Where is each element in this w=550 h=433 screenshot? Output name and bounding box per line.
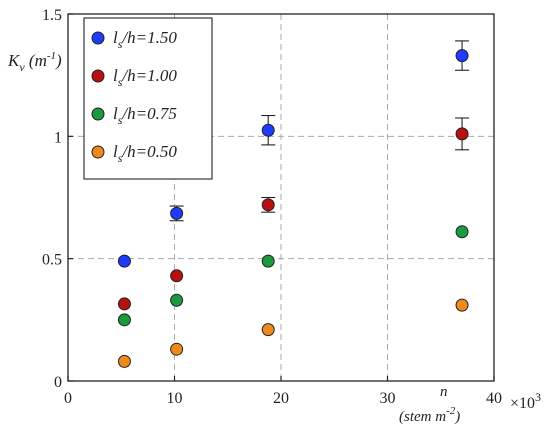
data-point	[170, 293, 184, 307]
legend-marker	[91, 145, 105, 159]
legend-label: ls/h=1.50	[113, 28, 177, 51]
y-axis-label-unit: (m	[25, 51, 47, 70]
x-tick-label: 30	[380, 390, 396, 407]
legend-label: ls/h=1.00	[113, 66, 177, 89]
x-axis-label-line2-open: (stem m	[399, 409, 446, 425]
legend: ls/h=1.50 ls/h=1.00 ls/h=0.75 ls/h=0.50	[83, 17, 213, 180]
x-axis-multiplier: ×103	[510, 390, 541, 412]
data-point	[455, 49, 469, 63]
legend-marker	[91, 107, 105, 121]
legend-label: ls/h=0.50	[113, 142, 177, 165]
x-axis-label-line1: n	[440, 384, 448, 400]
x-tick-label: 20	[273, 390, 289, 407]
legend-label: ls/h=0.75	[113, 104, 177, 127]
x-axis-multiplier-exp: 3	[535, 390, 541, 404]
x-tick-label: 40	[486, 390, 502, 407]
x-axis-label-line2-exp: -2	[446, 405, 456, 417]
data-point	[170, 342, 184, 356]
y-axis-label-main: K	[7, 51, 21, 70]
legend-marker	[91, 31, 105, 45]
x-tick-label: 0	[64, 390, 72, 407]
x-tick-label: 10	[167, 390, 183, 407]
data-point	[117, 313, 131, 327]
data-point	[261, 198, 275, 212]
data-point	[117, 254, 131, 268]
y-axis-label-close: )	[55, 51, 62, 70]
y-tick-label: 0	[54, 374, 62, 391]
y-tick-label: 1.5	[42, 7, 62, 24]
error-bars	[169, 40, 470, 222]
data-point	[261, 323, 275, 337]
y-axis-label-sub: v	[19, 60, 25, 74]
data-point	[170, 206, 184, 220]
x-axis-label-line2-close: )	[454, 409, 460, 425]
y-tick-label: 1	[54, 129, 62, 146]
legend-box	[83, 17, 213, 180]
data-point	[261, 254, 275, 268]
data-point	[117, 297, 131, 311]
data-point	[455, 225, 469, 239]
data-point	[261, 123, 275, 137]
data-point	[455, 298, 469, 312]
x-axis-label-line2: (stem m-2)	[399, 405, 460, 425]
axis-ticks: 0 10 20 30 40 0 0.5 1 1.5	[42, 7, 502, 407]
data-point	[455, 127, 469, 141]
x-axis-multiplier-base: ×10	[510, 395, 535, 412]
data-points	[117, 49, 469, 368]
y-axis-label: Kv (m-1)	[7, 50, 62, 74]
data-point	[170, 269, 184, 283]
y-axis-label-exp: -1	[47, 50, 56, 62]
data-point	[117, 354, 131, 368]
legend-marker	[91, 69, 105, 83]
y-tick-label: 0.5	[42, 252, 62, 269]
